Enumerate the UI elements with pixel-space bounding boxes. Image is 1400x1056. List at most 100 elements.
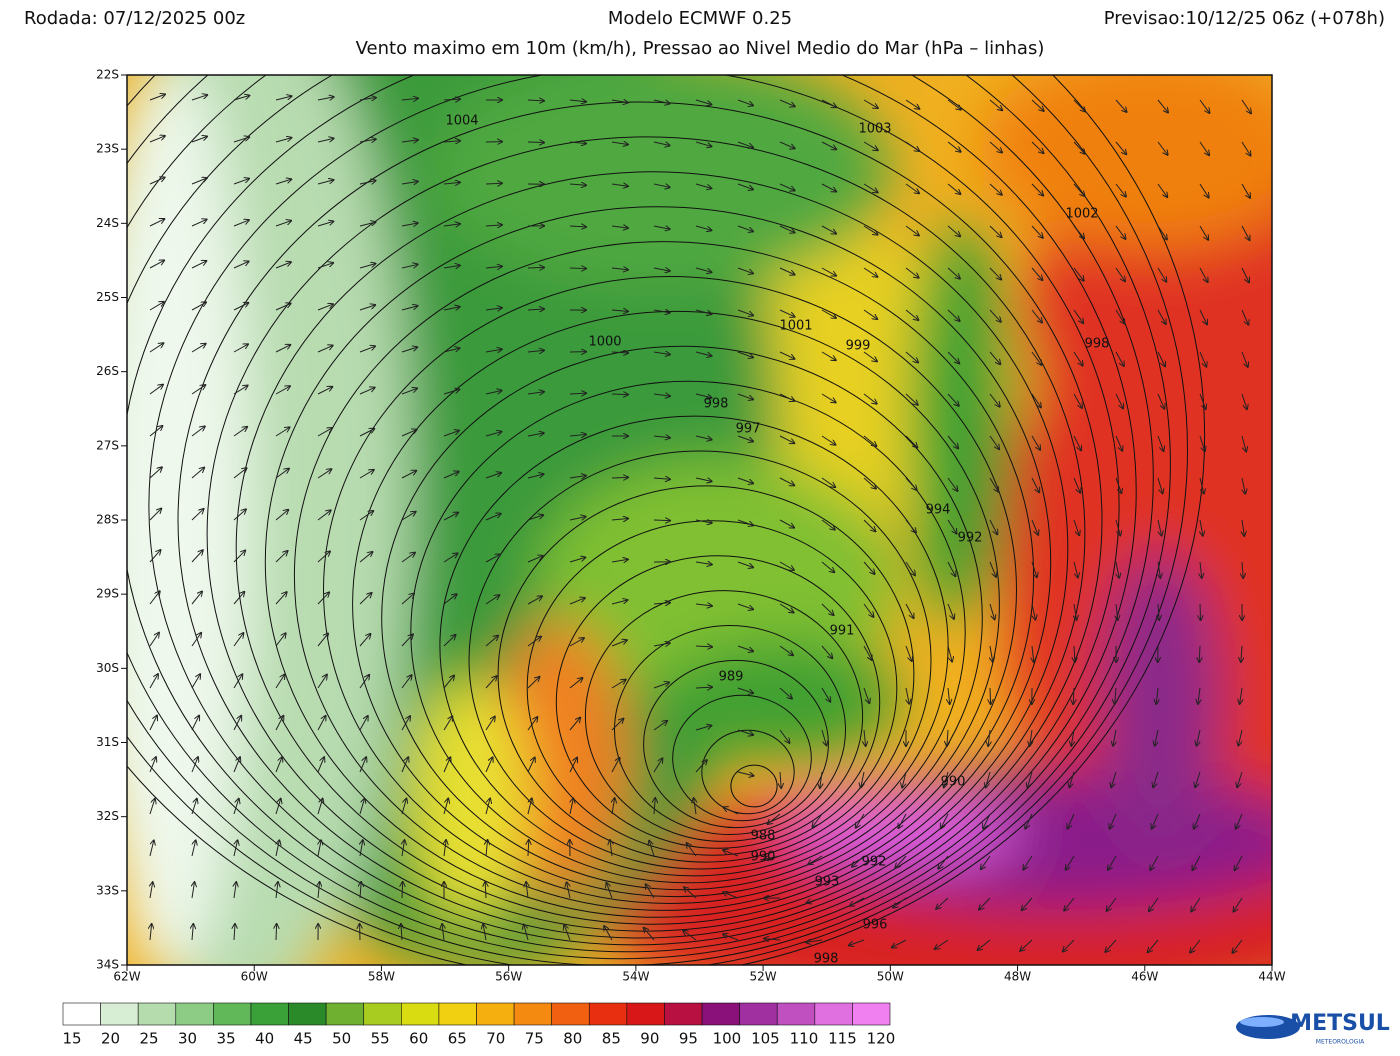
colorbar-swatch	[552, 1003, 590, 1025]
lon-label: 62W	[113, 970, 140, 984]
lat-label: 33S	[96, 883, 119, 897]
colorbar-label: 20	[101, 1030, 120, 1048]
subtitle: Vento maximo em 10m (km/h), Pressao ao N…	[356, 38, 1045, 59]
colorbar-label: 55	[371, 1030, 390, 1048]
isobar-label: 992	[958, 531, 983, 546]
isobar-label: 998	[1085, 337, 1110, 352]
isobar-label: 990	[941, 775, 966, 790]
colorbar-label: 15	[62, 1030, 81, 1048]
colorbar-swatch	[289, 1003, 327, 1025]
colorbar-label: 100	[713, 1030, 742, 1048]
colorbar-label: 75	[525, 1030, 544, 1048]
isobar-label: 994	[926, 503, 951, 518]
lat-label: 32S	[96, 809, 119, 823]
wind-zone	[980, 50, 1320, 250]
lat-label: 22S	[96, 68, 119, 82]
colorbar-label: 65	[448, 1030, 467, 1048]
colorbar-swatch	[777, 1003, 815, 1025]
lon-label: 44W	[1258, 970, 1285, 984]
isobar-label: 993	[815, 875, 840, 890]
lon-label: 48W	[1004, 970, 1031, 984]
colorbar-swatch	[326, 1003, 364, 1025]
isobar-label: 996	[863, 918, 888, 933]
colorbar-label: 35	[217, 1030, 236, 1048]
colorbar-label: 90	[640, 1030, 659, 1048]
colorbar-label: 70	[486, 1030, 505, 1048]
isobar-label: 997	[736, 422, 761, 437]
wind-zone	[410, 680, 530, 920]
lat-label: 30S	[96, 661, 119, 675]
isobar-label: 1000	[588, 335, 621, 350]
wind-arrow	[276, 924, 277, 940]
wind-arrow	[570, 268, 586, 269]
colorbar-swatch	[664, 1003, 702, 1025]
colorbar-swatch	[477, 1003, 515, 1025]
colorbar-label: 30	[178, 1030, 197, 1048]
colorbar-swatch	[63, 1003, 101, 1025]
wind-zone	[910, 220, 1010, 620]
lon-label: 60W	[241, 970, 268, 984]
colorbar-swatch	[439, 1003, 477, 1025]
isobar-label: 989	[719, 670, 744, 685]
colorbar-label: 115	[828, 1030, 857, 1048]
isobar-label: 1002	[1065, 207, 1098, 222]
colorbar-label: 50	[332, 1030, 351, 1048]
colorbar-swatch	[815, 1003, 853, 1025]
colorbar-swatch	[514, 1003, 552, 1025]
isobar-label: 991	[830, 624, 855, 639]
colorbar-label: 25	[140, 1030, 159, 1048]
colorbar-swatch	[364, 1003, 402, 1025]
wind-arrow	[612, 477, 628, 478]
colorbar-label: 85	[602, 1030, 621, 1048]
colorbar-swatch	[589, 1003, 627, 1025]
isobar-label: 988	[751, 829, 776, 844]
wind-arrow	[528, 142, 544, 143]
colorbar-label: 45	[294, 1030, 313, 1048]
colorbar-label: 95	[679, 1030, 698, 1048]
colorbar-swatch	[176, 1003, 214, 1025]
isobar-label: 1001	[779, 319, 812, 334]
logo-swoosh	[1240, 1017, 1284, 1027]
lon-label: 56W	[495, 970, 522, 984]
colorbar-swatch	[702, 1003, 740, 1025]
isobar-label: 990	[751, 850, 776, 865]
logo-name: METSUL	[1290, 1011, 1390, 1036]
lon-label: 50W	[877, 970, 904, 984]
logo: METSUL METEOROLOGIA	[1236, 1011, 1390, 1046]
lat-label: 29S	[96, 587, 119, 601]
colorbar-label: 60	[409, 1030, 428, 1048]
lat-label: 23S	[96, 142, 119, 156]
lat-label: 26S	[96, 364, 119, 378]
isobar-label: 998	[704, 397, 729, 412]
colorbar-swatch	[852, 1003, 890, 1025]
isobar-label: 998	[814, 952, 839, 967]
lat-label: 27S	[96, 438, 119, 452]
isobar-label: 999	[846, 339, 871, 354]
wind-zone	[1100, 550, 1220, 850]
lat-label: 25S	[96, 290, 119, 304]
isobar-label: 1004	[445, 114, 478, 129]
colorbar-swatch	[627, 1003, 665, 1025]
lon-label: 46W	[1131, 970, 1158, 984]
colorbar-label: 105	[751, 1030, 780, 1048]
colorbar-swatch	[101, 1003, 139, 1025]
isobar-label: 992	[862, 855, 887, 870]
wind-arrow	[402, 882, 403, 898]
colorbar-swatch	[401, 1003, 439, 1025]
isobar-label: 1003	[858, 122, 891, 137]
lat-label: 28S	[96, 513, 119, 527]
lat-label: 24S	[96, 216, 119, 230]
colorbar-swatch	[138, 1003, 176, 1025]
lat-label: 31S	[96, 735, 119, 749]
model-label: Modelo ECMWF 0.25	[608, 8, 792, 29]
wind-arrow	[1200, 604, 1201, 620]
logo-tagline: METEOROLOGIA	[1316, 1039, 1365, 1046]
wind-arrow	[654, 520, 670, 521]
lon-label: 58W	[368, 970, 395, 984]
colorbar-label: 120	[867, 1030, 896, 1048]
run-label: Rodada: 07/12/2025 00z	[24, 8, 245, 29]
colorbar-label: 40	[255, 1030, 274, 1048]
lon-label: 52W	[750, 970, 777, 984]
